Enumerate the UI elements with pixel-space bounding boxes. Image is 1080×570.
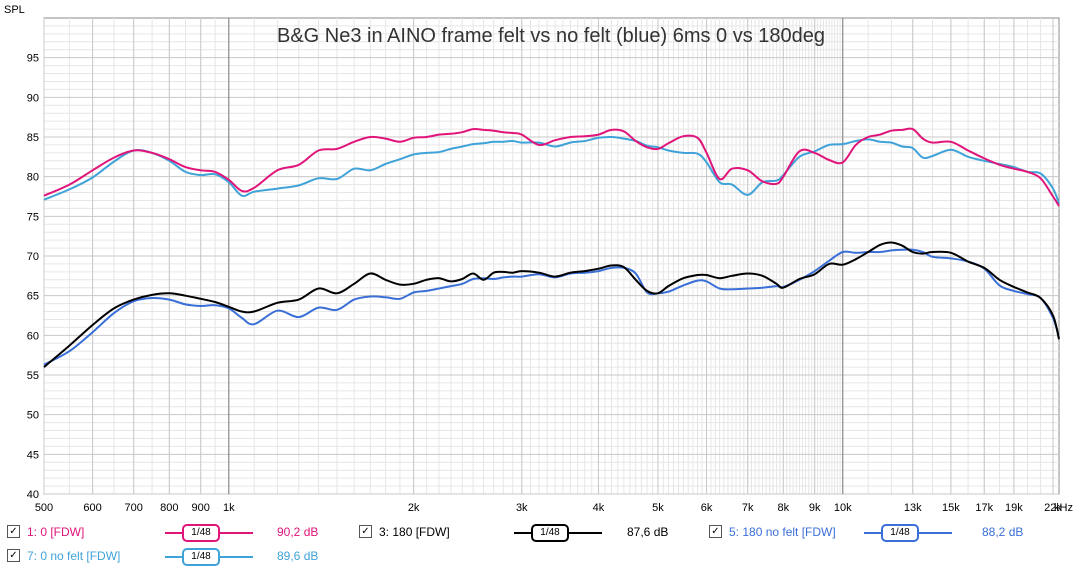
x-tick-label: 9k [809, 502, 821, 514]
y-tick-label: 40 [27, 489, 39, 501]
x-tick-label: 700 [125, 502, 143, 514]
x-tick-label: 15k [942, 502, 960, 514]
x-tick-label: 13k [904, 502, 922, 514]
y-tick-label: 80 [27, 172, 39, 184]
y-axis-ticks: 40 45 50 55 60 65 70 75 80 85 90 95 [27, 53, 39, 501]
x-tick-label: 10k [834, 502, 852, 514]
x-tick-label: 7k [742, 502, 754, 514]
x-tick-label: 17k [975, 502, 993, 514]
legend-value-3: 87,6 dB [627, 525, 669, 539]
legend-label-7: 7: 0 no felt [FDW] [27, 549, 121, 563]
series-lines [43, 127, 1060, 368]
series-line-2 [43, 241, 1060, 368]
x-tick-label: 22k [1044, 502, 1062, 514]
chart-title: B&G Ne3 in AINO frame felt vs no felt (b… [277, 25, 825, 47]
x-tick-label: 500 [35, 502, 53, 514]
y-tick-label: 75 [27, 211, 39, 223]
x-tick-label: 900 [192, 502, 210, 514]
x-unit-label: kHz [1054, 502, 1073, 514]
x-tick-label: 600 [83, 502, 101, 514]
y-tick-label: 90 [27, 92, 39, 104]
y-tick-label: 55 [27, 370, 39, 382]
series-line-3 [43, 248, 1060, 366]
legend-smoothing-3[interactable]: 1/48 [531, 524, 569, 542]
x-tick-label: 2k [408, 502, 420, 514]
y-tick-label: 50 [27, 410, 39, 422]
series-line-1 [43, 127, 1060, 207]
legend-smoothing-7[interactable]: 1/48 [182, 548, 220, 566]
x-tick-label: 1k [223, 502, 235, 514]
legend-smoothing-5[interactable]: 1/48 [881, 524, 919, 542]
legend-value-5: 88,2 dB [982, 525, 1024, 539]
x-tick-label: 5k [652, 502, 664, 514]
y-axis-label: SPL [4, 4, 25, 16]
legend-checkbox-5[interactable]: ✓ [709, 525, 722, 538]
legend-label-1: 1: 0 [FDW] [27, 525, 85, 539]
y-tick-label: 60 [27, 330, 39, 342]
x-tick-label: 8k [777, 502, 789, 514]
x-tick-label: 19k [1005, 502, 1023, 514]
y-tick-label: 65 [27, 291, 39, 303]
x-tick-label: 800 [160, 502, 178, 514]
legend-smoothing-1[interactable]: 1/48 [182, 524, 220, 542]
legend-label-5: 5: 180 no felt [FDW] [729, 525, 836, 539]
legend-checkbox-3[interactable]: ✓ [359, 525, 372, 538]
legend-value-1: 90,2 dB [277, 525, 319, 539]
legend-checkbox-7[interactable]: ✓ [7, 549, 20, 562]
legend-label-3: 3: 180 [FDW] [379, 525, 450, 539]
x-tick-label: 6k [701, 502, 713, 514]
series-line-4 [43, 135, 1060, 204]
legend-value-7: 89,6 dB [277, 549, 319, 563]
y-tick-label: 95 [27, 53, 39, 65]
x-axis-ticks: 500 600 700 800 900 1k 2k 3k 4k 5k 6k 7k 8k 9k 10k 13k 1… [35, 502, 1063, 514]
legend-checkbox-1[interactable]: ✓ [7, 525, 20, 538]
y-tick-label: 45 [27, 449, 39, 461]
x-tick-label: 4k [593, 502, 605, 514]
major-grid [43, 18, 1059, 495]
y-tick-label: 85 [27, 132, 39, 144]
x-tick-label: 3k [516, 502, 528, 514]
y-tick-label: 70 [27, 251, 39, 263]
